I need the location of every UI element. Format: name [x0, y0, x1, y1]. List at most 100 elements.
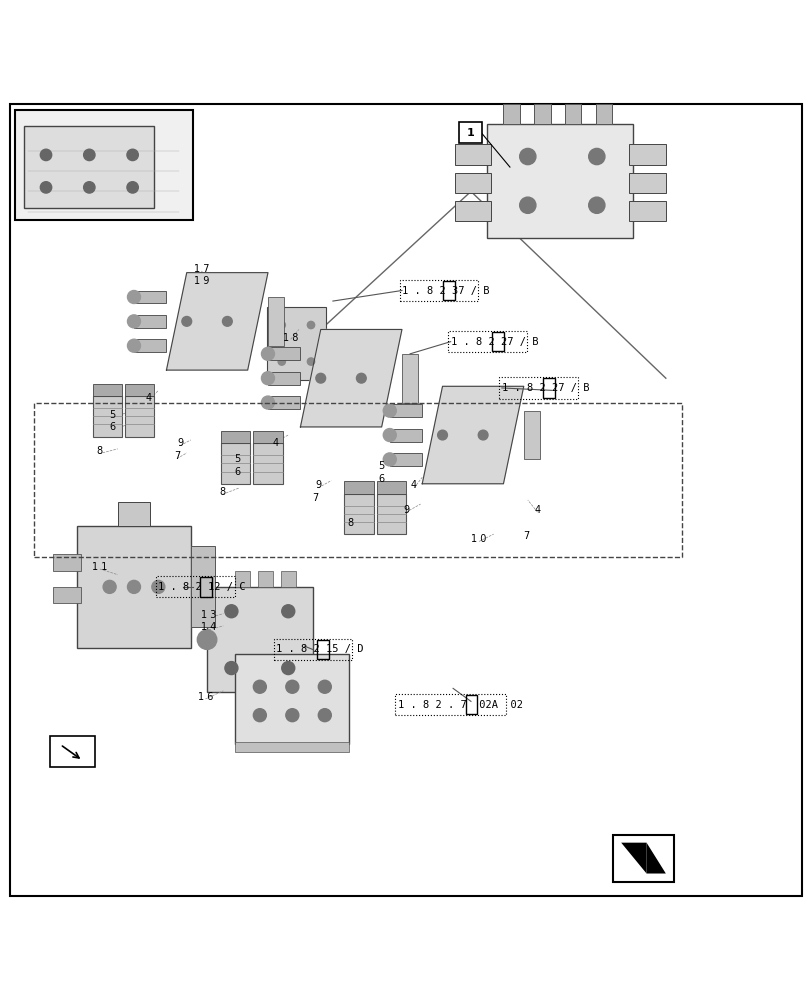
Bar [53, 554, 81, 571]
Text: 4: 4 [410, 480, 417, 490]
Bar [454, 144, 491, 165]
Bar [268, 347, 300, 360]
Bar [15, 110, 193, 220]
Bar [92, 384, 122, 396]
Bar [268, 396, 300, 409]
Circle shape [84, 182, 95, 193]
Text: 7: 7 [311, 493, 318, 503]
Circle shape [261, 372, 274, 385]
Circle shape [318, 680, 331, 693]
Bar [50, 736, 95, 767]
Circle shape [519, 148, 535, 165]
Bar [564, 104, 581, 124]
Bar [487, 124, 633, 238]
Circle shape [281, 662, 294, 675]
Text: 1 . 8 2 . 7  02A  02: 1 . 8 2 . 7 02A 02 [397, 700, 522, 710]
Bar [125, 396, 154, 437]
Text: 1 9: 1 9 [194, 276, 208, 286]
Bar [612, 835, 673, 882]
Polygon shape [620, 843, 646, 874]
Bar [267, 307, 325, 380]
Bar [389, 429, 422, 442]
Bar [523, 411, 539, 459]
Bar [499, 377, 577, 398]
Circle shape [478, 430, 487, 440]
Circle shape [103, 580, 116, 593]
Bar [629, 173, 665, 193]
Text: 9: 9 [402, 505, 409, 515]
Text: 1 3: 1 3 [201, 610, 216, 620]
Polygon shape [422, 386, 523, 484]
Circle shape [182, 316, 191, 326]
Circle shape [307, 321, 314, 329]
Bar [221, 443, 250, 484]
Text: 5: 5 [109, 410, 115, 420]
Text: 8: 8 [96, 446, 102, 456]
Circle shape [318, 709, 331, 722]
Circle shape [253, 709, 266, 722]
Bar [454, 201, 491, 221]
Circle shape [84, 149, 95, 161]
Text: 1 7: 1 7 [193, 264, 209, 274]
Circle shape [127, 291, 140, 303]
Bar [344, 481, 373, 494]
Bar [221, 431, 250, 443]
Text: 1 0: 1 0 [471, 534, 486, 544]
Bar [268, 297, 284, 346]
Circle shape [383, 453, 396, 466]
Bar [491, 332, 503, 351]
Text: 1 . 8 2 27 / B: 1 . 8 2 27 / B [450, 337, 538, 347]
Text: 4: 4 [145, 393, 152, 403]
Text: 6: 6 [234, 467, 240, 477]
Bar [543, 378, 554, 398]
Text: 1 4: 1 4 [201, 622, 216, 632]
Bar [92, 396, 122, 437]
Text: 1 8: 1 8 [283, 333, 298, 343]
Circle shape [315, 373, 325, 383]
Bar [629, 201, 665, 221]
Text: 1 . 8 2 27 / B: 1 . 8 2 27 / B [501, 383, 589, 393]
Text: 5: 5 [234, 454, 240, 464]
Text: 1 . 8 2 12 / C: 1 . 8 2 12 / C [158, 582, 246, 592]
Bar [253, 443, 282, 484]
Circle shape [127, 182, 138, 193]
Circle shape [127, 339, 140, 352]
Bar [258, 571, 272, 587]
Bar [53, 587, 81, 603]
Circle shape [127, 315, 140, 328]
Text: 8: 8 [219, 487, 225, 497]
Bar [629, 144, 665, 165]
Text: 7: 7 [174, 451, 180, 461]
Bar [389, 404, 422, 417]
Bar [118, 502, 150, 526]
Bar [235, 654, 349, 744]
Bar [443, 281, 454, 300]
Text: 1 . 8 2 37 / B: 1 . 8 2 37 / B [401, 286, 489, 296]
Circle shape [383, 404, 396, 417]
Circle shape [225, 605, 238, 618]
Bar [156, 576, 234, 597]
Circle shape [588, 197, 604, 213]
Circle shape [127, 149, 138, 161]
Bar [235, 742, 349, 752]
Text: 4: 4 [534, 505, 540, 515]
Bar [317, 640, 329, 659]
Bar [125, 384, 154, 396]
Bar [389, 453, 422, 466]
Bar [134, 339, 166, 352]
Text: 1: 1 [466, 128, 474, 138]
Circle shape [356, 373, 366, 383]
Bar [454, 173, 491, 193]
Text: 5: 5 [378, 461, 384, 471]
Circle shape [41, 182, 52, 193]
Circle shape [41, 149, 52, 161]
Text: 8: 8 [347, 518, 354, 528]
Bar [134, 315, 166, 328]
Text: 1 6: 1 6 [198, 692, 212, 702]
Bar [207, 587, 312, 692]
Bar [376, 481, 406, 494]
Circle shape [519, 197, 535, 213]
Bar [235, 571, 250, 587]
Bar [281, 571, 295, 587]
Bar [200, 577, 211, 597]
